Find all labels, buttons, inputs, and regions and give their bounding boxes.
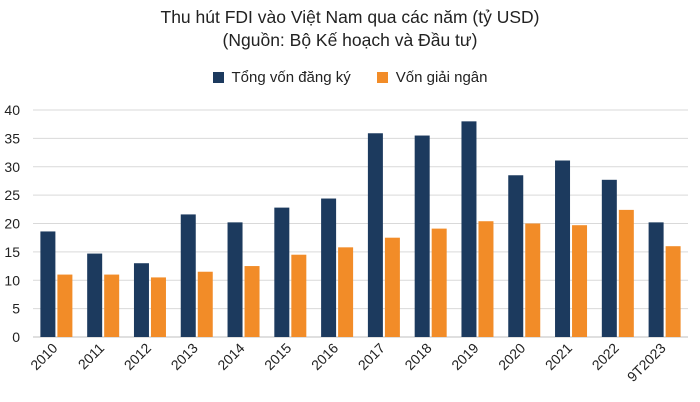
bar-registered-2010 bbox=[40, 231, 56, 337]
x-tick-label-2019: 2019 bbox=[448, 340, 481, 373]
bar-registered-2021 bbox=[555, 160, 571, 337]
bar-registered-2016 bbox=[321, 198, 337, 337]
bar-disbursed-2018 bbox=[431, 228, 447, 337]
x-tick-label-2021: 2021 bbox=[542, 340, 575, 373]
bar-registered-2014 bbox=[227, 222, 243, 337]
legend-label-disbursed: Vốn giải ngân bbox=[395, 69, 488, 86]
y-tick-label-35: 35 bbox=[4, 130, 20, 146]
chart-subtitle: (Nguồn: Bộ Kế hoạch và Đầu tư) bbox=[222, 30, 478, 50]
y-tick-label-25: 25 bbox=[4, 187, 20, 203]
x-tick-label-2020: 2020 bbox=[495, 340, 528, 373]
legend-swatch-disbursed bbox=[376, 72, 388, 83]
y-tick-label-30: 30 bbox=[4, 159, 20, 175]
bar-registered-2015 bbox=[274, 207, 290, 337]
bar-disbursed-2013 bbox=[197, 271, 213, 337]
x-tick-label-2014: 2014 bbox=[214, 340, 247, 373]
bar-disbursed-2021 bbox=[572, 225, 588, 337]
legend-item-registered: Tổng vốn đăng ký bbox=[212, 69, 351, 86]
bar-disbursed-9T2023 bbox=[665, 246, 681, 337]
bar-registered-2013 bbox=[180, 214, 196, 337]
bar-disbursed-2014 bbox=[244, 266, 260, 337]
y-tick-label-5: 5 bbox=[12, 301, 20, 317]
bar-disbursed-2022 bbox=[618, 209, 634, 337]
y-tick-label-15: 15 bbox=[4, 244, 20, 260]
legend-label-registered: Tổng vốn đăng ký bbox=[231, 69, 351, 86]
y-tick-label-10: 10 bbox=[4, 272, 20, 288]
x-tick-label-2017: 2017 bbox=[355, 340, 388, 373]
bar-registered-2020 bbox=[508, 175, 524, 337]
y-tick-label-0: 0 bbox=[12, 329, 20, 345]
bar-disbursed-2011 bbox=[104, 274, 120, 337]
x-tick-label-2013: 2013 bbox=[168, 340, 201, 373]
bar-registered-2022 bbox=[601, 179, 617, 337]
x-tick-label-2018: 2018 bbox=[401, 340, 434, 373]
x-tick-label-2010: 2010 bbox=[27, 340, 60, 373]
bar-disbursed-2019 bbox=[478, 221, 494, 337]
y-tick-label-20: 20 bbox=[4, 216, 20, 232]
bar-registered-2019 bbox=[461, 121, 477, 337]
x-tick-label-2022: 2022 bbox=[589, 340, 622, 373]
x-tick-label-9T2023: 9T2023 bbox=[624, 340, 669, 385]
legend-item-disbursed: Vốn giải ngân bbox=[376, 69, 488, 86]
x-tick-label-2016: 2016 bbox=[308, 340, 341, 373]
bar-registered-2018 bbox=[414, 135, 430, 337]
x-tick-label-2012: 2012 bbox=[121, 340, 154, 373]
bar-disbursed-2020 bbox=[525, 223, 541, 337]
bar-registered-2011 bbox=[87, 253, 103, 337]
bar-disbursed-2012 bbox=[150, 277, 166, 337]
legend-swatch-registered bbox=[212, 72, 224, 83]
bar-disbursed-2015 bbox=[291, 254, 307, 337]
bar-disbursed-2010 bbox=[57, 274, 73, 337]
legend: Tổng vốn đăng ký Vốn giải ngân bbox=[0, 69, 700, 86]
y-tick-label-40: 40 bbox=[4, 102, 20, 118]
x-tick-label-2015: 2015 bbox=[261, 340, 294, 373]
x-tick-label-2011: 2011 bbox=[75, 340, 108, 373]
bar-disbursed-2016 bbox=[338, 247, 354, 337]
chart-title-block: Thu hút FDI vào Việt Nam qua các năm (tỷ… bbox=[0, 6, 700, 52]
bar-disbursed-2017 bbox=[384, 237, 400, 337]
bar-registered-2017 bbox=[367, 133, 383, 337]
bar-registered-2012 bbox=[133, 263, 149, 337]
bar-registered-9T2023 bbox=[648, 222, 664, 337]
chart-title: Thu hút FDI vào Việt Nam qua các năm (tỷ… bbox=[160, 7, 540, 27]
